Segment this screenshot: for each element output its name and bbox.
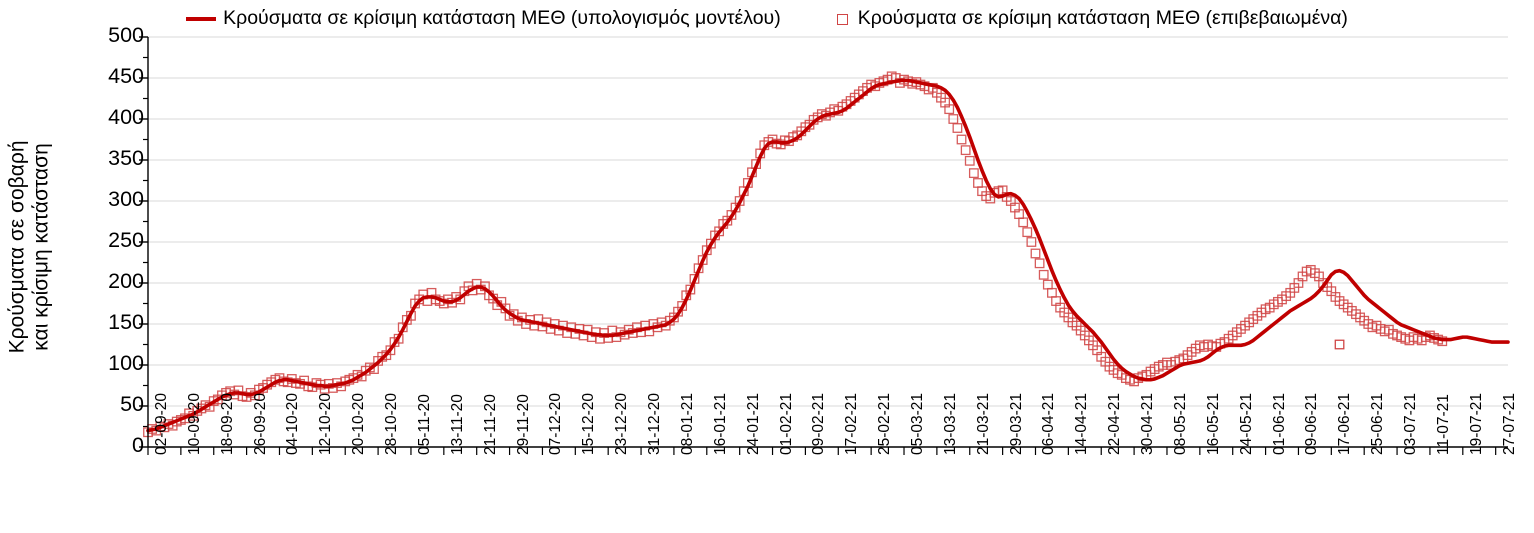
x-tick-label: 02-09-20 bbox=[153, 392, 170, 455]
y-minor-ticks bbox=[143, 56, 148, 428]
x-tick-label: 12-10-20 bbox=[317, 392, 335, 455]
x-tick-label: 05-03-21 bbox=[909, 392, 926, 455]
gridlines bbox=[148, 36, 1508, 407]
x-tick-label: 09-02-21 bbox=[810, 392, 828, 455]
x-tick-label: 28-10-20 bbox=[383, 392, 401, 455]
x-tick-label: 22-04-21 bbox=[1106, 392, 1124, 455]
x-tick-label: 07-12-20 bbox=[547, 392, 565, 455]
y-tick-label: 50 bbox=[120, 392, 144, 416]
x-tick-label: 03-07-21 bbox=[1402, 392, 1420, 455]
x-tick-label: 24-01-21 bbox=[744, 392, 762, 455]
y-tick-label: 0 bbox=[132, 433, 144, 457]
x-tick-label: 16-01-21 bbox=[711, 392, 729, 455]
x-tick-label: 06-04-21 bbox=[1040, 392, 1058, 455]
x-tick-label: 31-12-20 bbox=[646, 392, 664, 455]
x-axis-ticks bbox=[147, 447, 1497, 455]
y-tick-label: 400 bbox=[108, 105, 144, 129]
x-tick-label: 25-06-21 bbox=[1369, 392, 1387, 455]
x-tick-label: 05-11-20 bbox=[415, 394, 433, 455]
x-tick-label: 20-10-20 bbox=[350, 392, 368, 455]
x-tick-label: 13-03-21 bbox=[941, 392, 959, 455]
y-major-ticks bbox=[139, 36, 148, 448]
x-tick-label: 21-11-20 bbox=[481, 394, 499, 455]
y-tick-label: 500 bbox=[108, 23, 144, 47]
x-tick-label: 29-11-20 bbox=[514, 394, 532, 455]
y-tick-label: 250 bbox=[108, 228, 144, 252]
y-tick-label: 450 bbox=[108, 64, 144, 88]
x-tick-label: 23-12-20 bbox=[613, 392, 631, 455]
y-tick-label: 100 bbox=[108, 351, 144, 375]
x-tick-label: 18-09-20 bbox=[218, 392, 236, 455]
x-tick-label: 16-05-21 bbox=[1204, 392, 1222, 455]
x-tick-label: 17-06-21 bbox=[1336, 392, 1354, 455]
x-tick-label: 08-05-21 bbox=[1171, 392, 1189, 455]
x-tick-label: 11-07-21 bbox=[1434, 394, 1452, 455]
x-tick-label: 15-12-20 bbox=[580, 392, 598, 455]
x-tick-label: 19-07-21 bbox=[1467, 392, 1485, 455]
x-tick-label: 14-04-21 bbox=[1073, 392, 1091, 455]
scatter-markers bbox=[143, 71, 1448, 438]
x-tick-label: 24-05-21 bbox=[1237, 392, 1255, 455]
x-tick-label: 26-09-20 bbox=[251, 392, 269, 455]
x-tick-label: 10-09-20 bbox=[185, 392, 203, 455]
y-tick-label: 200 bbox=[108, 269, 144, 293]
x-tick-label: 27-07-21 bbox=[1500, 392, 1518, 455]
x-tick-label: 01-02-21 bbox=[777, 392, 795, 455]
model-line-series bbox=[146, 78, 1510, 433]
x-tick-label: 21-03-21 bbox=[974, 392, 992, 455]
x-tick-label: 30-04-21 bbox=[1139, 392, 1157, 455]
x-tick-label: 29-03-21 bbox=[1007, 392, 1025, 455]
x-tick-label: 09-06-21 bbox=[1303, 392, 1321, 455]
x-tick-label: 25-02-21 bbox=[876, 392, 894, 455]
x-tick-label: 08-01-21 bbox=[678, 392, 696, 455]
x-tick-label: 17-02-21 bbox=[843, 392, 861, 455]
x-tick-label: 04-10-20 bbox=[284, 392, 302, 455]
y-tick-label: 300 bbox=[108, 187, 144, 211]
x-tick-label: 13-11-20 bbox=[448, 394, 466, 455]
y-tick-label: 150 bbox=[108, 310, 144, 334]
x-tick-label: 01-06-21 bbox=[1270, 392, 1288, 455]
y-tick-label: 350 bbox=[108, 146, 144, 170]
